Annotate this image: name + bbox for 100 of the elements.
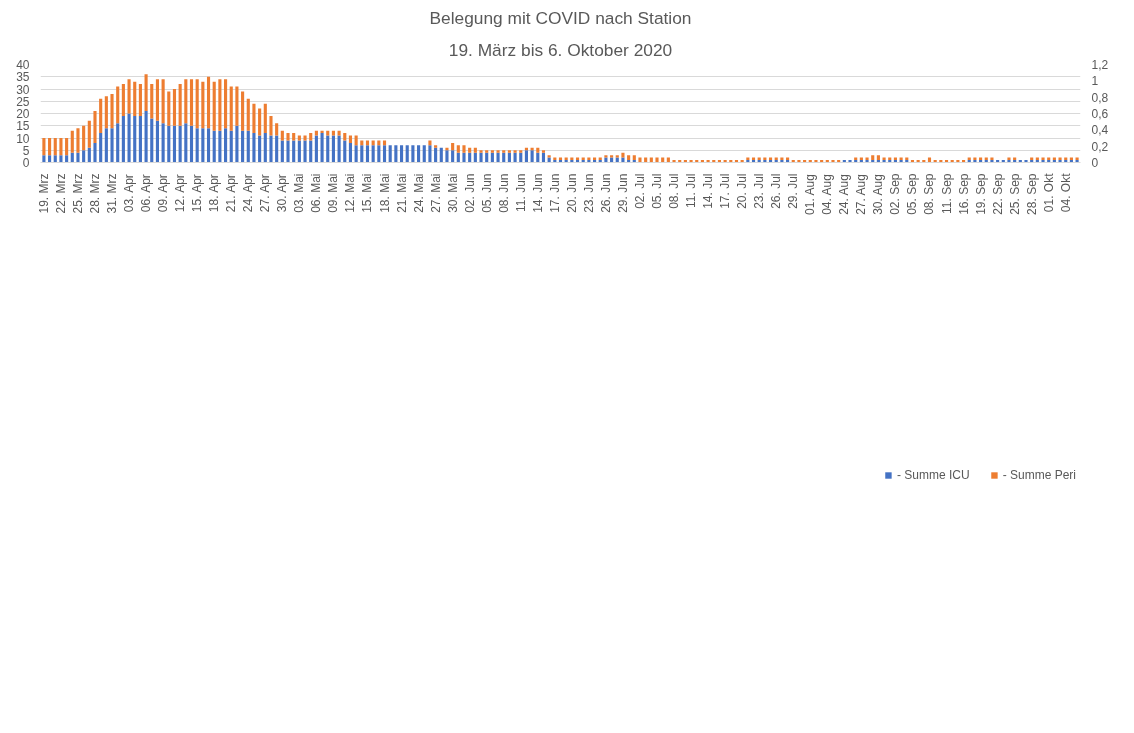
bar [144,74,148,112]
bar [485,150,489,153]
x-tick-label: 12. Mai [343,173,358,213]
x-tick-label: 11. Sep [939,173,954,214]
bar [405,145,409,163]
bar [439,147,443,163]
x-tick-label: 25. Sep [1007,173,1022,215]
bar [138,84,142,116]
bar [354,145,358,163]
bar [297,140,301,163]
bar [48,155,52,163]
bar [377,140,381,146]
legend-label: - Summe ICU [896,468,970,482]
x-tick-label: 26. Jul [769,173,784,209]
bar [536,147,540,153]
x-tick-label: 27. Aug [854,174,869,215]
bar [399,145,404,163]
bar [422,145,426,163]
x-tick-label: 30. Mai [445,173,460,213]
bar [144,111,148,163]
x-tick-label: 21. Mai [394,173,409,213]
x-tick-label: 15. Apr [190,174,205,213]
bar [445,150,449,163]
bar [206,76,211,129]
bar [496,152,500,163]
bar [263,103,267,134]
bar [218,79,222,131]
bar [876,155,880,161]
bar [303,140,307,163]
bar [530,150,534,163]
bar [110,93,114,129]
bar [479,152,483,163]
bar [82,150,86,163]
bar [161,123,165,163]
bar [365,145,370,163]
bar [53,155,57,163]
bar [167,125,171,163]
bar [258,108,262,136]
x-tick-label: 11. Jul [684,173,699,208]
bar [303,135,307,141]
bar [116,86,120,124]
bar [292,133,296,141]
x-tick-label: 04. Aug [820,174,835,215]
bar [184,123,188,163]
bar [59,155,63,163]
x-tick-label: 16. Sep [956,173,971,215]
x-tick-label: 09. Apr [156,174,171,213]
bar [218,130,222,163]
bar [479,150,483,153]
bar [286,140,290,163]
bar [150,84,154,119]
bar [547,155,551,158]
y-tick-label: 0 [22,156,30,170]
bar [138,115,142,163]
bar [314,135,318,163]
bar [814,160,818,163]
bar [394,145,398,163]
x-tick-label: 17. Jun [547,173,562,213]
bar [627,155,631,161]
x-tick-label: 30. Apr [275,174,290,213]
bar [610,155,614,158]
bar [99,133,103,163]
x-tick-label: 11. Jun [513,173,528,212]
bar [320,133,324,163]
y2-tick-label: 0,8 [1091,90,1109,105]
bar [462,145,466,153]
bar [65,138,69,156]
x-tick-label: 23. Jun [581,173,596,213]
x-tick-label: 21. Apr [224,174,239,213]
x-tick-label: 22. Mrz [53,173,68,214]
bar [462,152,466,163]
bar [121,84,125,116]
bar [212,81,216,131]
bar [127,113,131,163]
x-tick-label: 23. Jul [752,173,767,209]
bar [434,147,438,163]
bar [246,130,250,163]
bar [348,142,353,163]
bar [167,91,171,126]
bar [871,155,875,161]
bar [337,130,341,136]
bar [382,145,387,163]
x-tick-label: 30. Aug [871,174,886,215]
bar [65,155,69,163]
bar [42,155,46,163]
x-tick-label: 02. Jul [632,173,647,209]
bar [309,133,313,141]
bar [286,133,290,141]
x-tick-label: 29. Jun [615,173,630,213]
bar [621,152,625,158]
bar [831,160,835,163]
bar [468,147,472,153]
bar [451,150,455,163]
x-tick-label: 05. Sep [905,173,920,215]
bar [360,140,364,146]
bar [388,145,392,163]
x-tick-label: 28. Sep [1024,173,1039,215]
bar [513,150,517,153]
x-tick-label: 24. Aug [837,174,852,215]
x-tick-label: 24. Mai [411,173,426,213]
